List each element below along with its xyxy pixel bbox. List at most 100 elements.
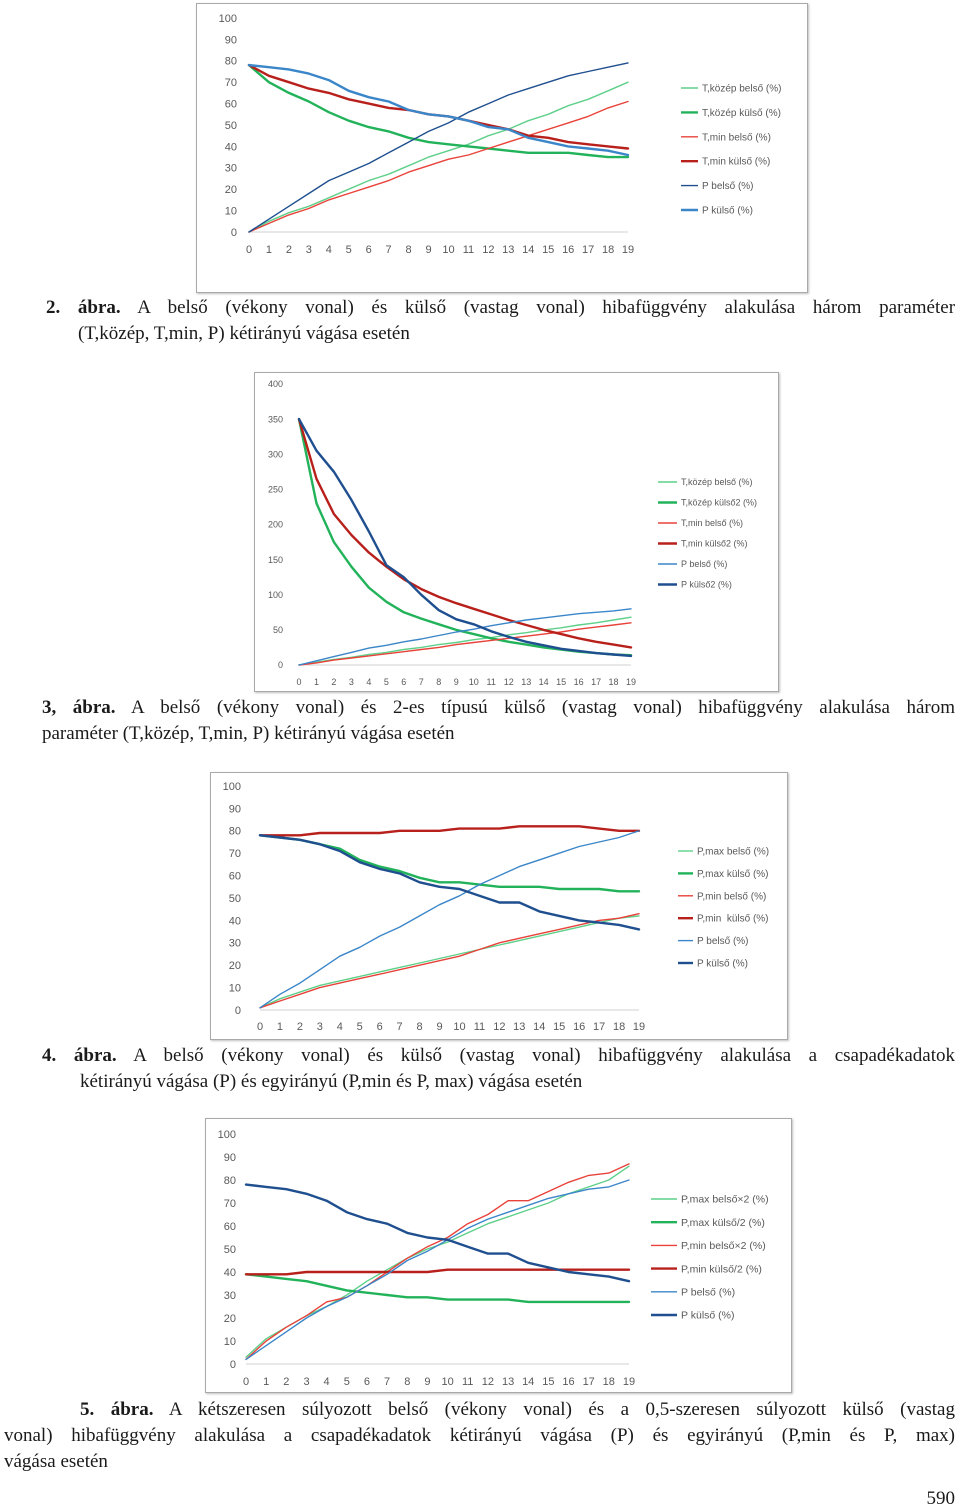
figure-4-caption-line-1: 4. ábra. A belső (vékony vonal) és külső… xyxy=(42,1045,955,1067)
y-tick-label: 30 xyxy=(224,1290,236,1302)
y-tick-label: 90 xyxy=(224,1152,236,1164)
y-tick-label: 0 xyxy=(278,660,283,670)
x-tick-label: 17 xyxy=(583,1376,595,1388)
figure-label: 5. ábra. xyxy=(80,1399,154,1420)
x-tick-label: 18 xyxy=(608,677,618,687)
series-line-6 xyxy=(244,1183,631,1283)
x-tick-label: 0 xyxy=(257,1021,263,1033)
legend-label: T,közép külső (%) xyxy=(702,108,781,119)
x-tick-label: 8 xyxy=(417,1021,423,1033)
legend-label: P belső (%) xyxy=(702,181,754,192)
x-tick-label: 11 xyxy=(487,677,496,687)
series-line-1 xyxy=(248,81,629,233)
legend-label: P,max külső/2 (%) xyxy=(681,1217,765,1229)
x-tick-label: 13 xyxy=(502,244,514,256)
series-line-1 xyxy=(298,616,632,666)
x-tick-label: 11 xyxy=(474,1021,485,1033)
y-tick-label: 80 xyxy=(224,1175,236,1187)
y-tick-label: 30 xyxy=(229,938,241,950)
x-tick-label: 7 xyxy=(397,1021,403,1033)
series-line-5 xyxy=(245,1179,630,1361)
caption-text: A belső (vékony vonal) és külső (vastag … xyxy=(137,297,956,318)
x-tick-label: 10 xyxy=(469,677,479,687)
x-tick-label: 2 xyxy=(283,1376,289,1388)
x-tick-label: 17 xyxy=(582,244,594,256)
legend-label: T,közép belső (%) xyxy=(702,84,781,95)
legend-label: P,min külső/2 (%) xyxy=(681,1263,762,1275)
y-tick-label: 150 xyxy=(268,555,283,565)
legend-label: P külső2 (%) xyxy=(681,580,732,590)
x-tick-label: 8 xyxy=(436,677,441,687)
caption-text: A kétszeresen súlyozott belső (vékony vo… xyxy=(168,1399,955,1420)
y-tick-label: 60 xyxy=(229,870,241,882)
x-tick-label: 2 xyxy=(286,244,292,256)
x-tick-label: 14 xyxy=(522,1376,534,1388)
figure-5-chart: 0 10 20 30 40 50 60 70 80 90 100 0 1 2 3 4 5 6 7 8 9 10 11 12 13… xyxy=(205,1118,792,1393)
x-tick-label: 12 xyxy=(504,677,514,687)
x-tick-label: 5 xyxy=(344,1376,350,1388)
caption-text: A belső (vékony vonal) és külső (vastag … xyxy=(133,1045,956,1066)
x-tick-label: 4 xyxy=(337,1021,343,1033)
x-tick-label: 9 xyxy=(454,677,459,687)
legend-label: P belső (%) xyxy=(697,936,749,947)
y-tick-label: 200 xyxy=(268,520,283,530)
legend-label: P belső (%) xyxy=(681,1287,735,1299)
x-tick-label: 19 xyxy=(622,244,634,256)
y-tick-label: 0 xyxy=(231,227,237,239)
y-tick-label: 70 xyxy=(229,848,241,860)
x-tick-label: 19 xyxy=(633,1021,645,1033)
y-tick-label: 30 xyxy=(225,163,237,175)
y-tick-label: 50 xyxy=(224,1244,236,1256)
legend-label: T,min belső (%) xyxy=(702,132,771,143)
caption-text: A belső (vékony vonal) és 2-es típusú kü… xyxy=(131,697,956,718)
series-line-3 xyxy=(248,100,629,233)
x-tick-label: 2 xyxy=(297,1021,303,1033)
caption-text: (T,közép, T,min, P) kétirányú vágása ese… xyxy=(78,323,410,344)
y-tick-label: 100 xyxy=(223,781,241,793)
x-tick-label: 4 xyxy=(324,1376,330,1388)
x-tick-label: 3 xyxy=(317,1021,323,1033)
figure-5-caption-line-3: vágása esetén xyxy=(4,1451,108,1473)
y-tick-label: 60 xyxy=(225,98,237,110)
x-tick-label: 0 xyxy=(246,244,252,256)
legend-label: T,min belső (%) xyxy=(681,518,743,528)
legend-label: P,min belső (%) xyxy=(697,891,766,902)
page-number: 590 xyxy=(926,1488,956,1509)
x-tick-label: 7 xyxy=(419,677,424,687)
x-tick-label: 17 xyxy=(591,677,601,687)
y-tick-label: 100 xyxy=(219,13,237,25)
series-line-6 xyxy=(247,63,630,157)
x-tick-label: 4 xyxy=(326,244,332,256)
series-line-1 xyxy=(245,1165,630,1358)
figure-2-caption-line-2: (T,közép, T,min, P) kétirányú vágása ese… xyxy=(78,323,410,345)
x-tick-label: 10 xyxy=(442,244,454,256)
figure-3-chart: 0 50 100 150 200 250 300 350 400 0 1 2 3 4 5 6 7 8 9 10 11 12… xyxy=(254,372,779,692)
figure-5-caption-line-1: 5. ábra. A kétszeresen súlyozott belső (… xyxy=(80,1399,955,1421)
legend-label: P külső (%) xyxy=(702,206,753,217)
series-line-5 xyxy=(259,830,640,1009)
y-tick-label: 80 xyxy=(229,826,241,838)
x-tick-label: 15 xyxy=(542,244,554,256)
x-tick-label: 6 xyxy=(364,1376,370,1388)
legend-label: T,min külső2 (%) xyxy=(681,539,748,549)
x-tick-label: 9 xyxy=(424,1376,430,1388)
x-tick-label: 15 xyxy=(556,677,566,687)
x-tick-label: 1 xyxy=(277,1021,283,1033)
series-line-2 xyxy=(297,417,633,657)
x-tick-label: 3 xyxy=(303,1376,309,1388)
x-tick-label: 1 xyxy=(263,1376,269,1388)
x-tick-label: 1 xyxy=(266,244,272,256)
series-line-6 xyxy=(258,834,641,931)
figure-4-caption-line-2: kétirányú vágása (P) és egyirányú (P,min… xyxy=(80,1071,582,1093)
series-line-4 xyxy=(247,63,630,150)
x-tick-label: 9 xyxy=(425,244,431,256)
x-tick-label: 0 xyxy=(296,677,301,687)
y-tick-label: 20 xyxy=(229,960,241,972)
figure-label: 2. ábra. xyxy=(46,297,121,318)
x-tick-label: 19 xyxy=(623,1376,635,1388)
series-line-3 xyxy=(298,622,632,666)
figure-2-chart: 0 10 20 30 40 50 60 70 80 90 100 0 1 2 3 4 5 6 7 8 9 10 11 12 13… xyxy=(196,3,808,293)
x-tick-label: 9 xyxy=(436,1021,442,1033)
